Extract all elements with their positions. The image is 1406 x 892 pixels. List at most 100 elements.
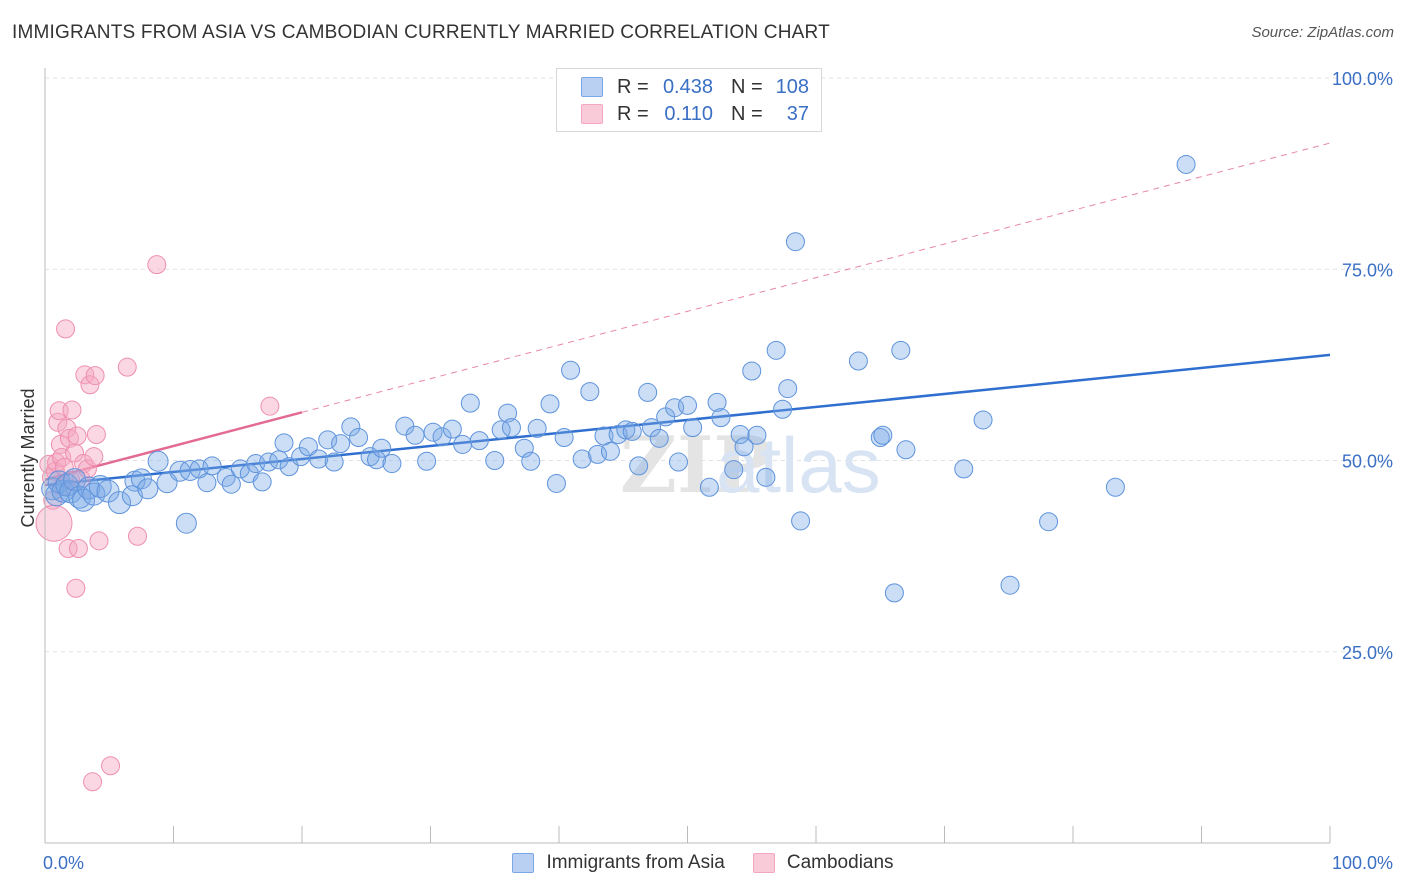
- r-value: 0.438: [662, 75, 713, 98]
- cambodians-point: [35, 504, 73, 542]
- asia-point: [1000, 575, 1020, 595]
- asia-points: [41, 154, 1196, 603]
- asia-point: [521, 451, 541, 471]
- cambodians-swatch: [581, 104, 603, 124]
- asia-point: [884, 583, 904, 603]
- r-label: R =: [617, 102, 649, 125]
- tick-labels: 25.0% 50.0% 75.0% 100.0% 0.0% 100.0%: [43, 69, 1393, 873]
- axes: [44, 68, 1331, 844]
- asia-point: [791, 511, 811, 531]
- cambodians-point: [62, 400, 82, 420]
- asia-point: [540, 394, 560, 414]
- cambodians-point: [68, 538, 88, 558]
- asia-point: [730, 424, 750, 444]
- asia-point: [848, 351, 868, 371]
- asia-point: [130, 468, 152, 490]
- x-tick-label: 100.0%: [1332, 853, 1393, 873]
- asia-point: [616, 420, 636, 440]
- cambodians-point: [58, 538, 78, 558]
- cambodians-point: [117, 357, 137, 377]
- asia-point: [372, 438, 392, 458]
- asia-point: [501, 418, 521, 438]
- asia-point: [785, 232, 805, 252]
- asia-point: [707, 392, 727, 412]
- asia-point: [1176, 154, 1196, 174]
- asia-point: [756, 467, 776, 487]
- legend-item-cambodians[interactable]: Cambodians: [752, 852, 894, 874]
- asia-point: [498, 403, 518, 423]
- asia-point: [349, 428, 369, 448]
- asia-point: [469, 431, 489, 451]
- asia-point: [442, 419, 462, 439]
- asia-point: [711, 408, 731, 428]
- asia-point: [417, 451, 437, 471]
- asia-point: [460, 393, 480, 413]
- asia-point: [638, 382, 658, 402]
- asia-point: [108, 491, 132, 515]
- asia-point: [678, 395, 697, 415]
- n-label: N =: [731, 75, 763, 98]
- cambodians-point: [89, 531, 109, 551]
- asia-point: [891, 340, 911, 360]
- asia-point: [324, 452, 344, 472]
- r-value: 0.110: [664, 102, 713, 125]
- y-tick-label: 100.0%: [1332, 69, 1393, 89]
- y-axis-label: Currently Married: [18, 388, 38, 527]
- cambodians-swatch: [752, 853, 775, 873]
- asia-point: [197, 473, 217, 493]
- asia-point: [896, 440, 916, 460]
- asia-point: [742, 361, 762, 381]
- asia-point: [954, 459, 974, 479]
- asia-point: [629, 456, 649, 476]
- asia-point: [63, 468, 87, 492]
- cambodians-point: [80, 375, 100, 395]
- asia-point: [747, 425, 767, 445]
- asia-point: [734, 437, 754, 457]
- asia-point: [546, 473, 566, 493]
- asia-point: [699, 477, 719, 497]
- y-tick-label: 25.0%: [1342, 643, 1393, 663]
- asia-swatch: [581, 77, 603, 97]
- asia-point: [973, 410, 993, 430]
- asia-point: [669, 452, 689, 472]
- cambodians-point: [75, 365, 95, 385]
- asia-point: [82, 482, 106, 506]
- asia-point: [147, 450, 169, 472]
- cambodians-point: [128, 526, 148, 546]
- legend-row-asia: R = 0.438 N = 108: [581, 74, 809, 100]
- asia-point: [588, 444, 608, 464]
- legend-label-cambodians: Cambodians: [786, 852, 894, 873]
- n-value: 37: [786, 102, 809, 125]
- cambodians-point: [86, 424, 106, 444]
- asia-point: [683, 418, 703, 438]
- asia-point: [137, 478, 159, 500]
- asia-point: [252, 472, 272, 492]
- cambodians-points: [35, 255, 280, 792]
- asia-point: [870, 428, 890, 448]
- asia-point: [1105, 477, 1125, 497]
- asia-point: [432, 427, 452, 447]
- asia-point: [580, 382, 600, 402]
- asia-point: [649, 428, 669, 448]
- cambodians-point: [85, 366, 105, 386]
- asia-point: [367, 450, 387, 470]
- legend-item-asia[interactable]: Immigrants from Asia: [512, 852, 725, 874]
- asia-point: [527, 418, 547, 438]
- chart-title: IMMIGRANTS FROM ASIA VS CAMBODIAN CURREN…: [12, 22, 830, 43]
- asia-point: [600, 441, 620, 461]
- asia-point: [554, 428, 574, 448]
- asia-point: [453, 434, 473, 454]
- cambodians-point: [59, 428, 79, 448]
- legend-label-asia: Immigrants from Asia: [546, 852, 725, 873]
- asia-point: [561, 360, 581, 380]
- asia-point: [773, 399, 793, 419]
- series-legend: Immigrants from Asia Cambodians: [0, 852, 1406, 874]
- y-tick-label: 50.0%: [1342, 452, 1393, 472]
- asia-point: [1039, 512, 1059, 532]
- asia-point: [778, 379, 798, 399]
- asia-point: [873, 425, 893, 445]
- cambodians-trend-extension: [301, 142, 1331, 413]
- asia-point: [341, 417, 361, 437]
- cambodians-point: [83, 772, 103, 792]
